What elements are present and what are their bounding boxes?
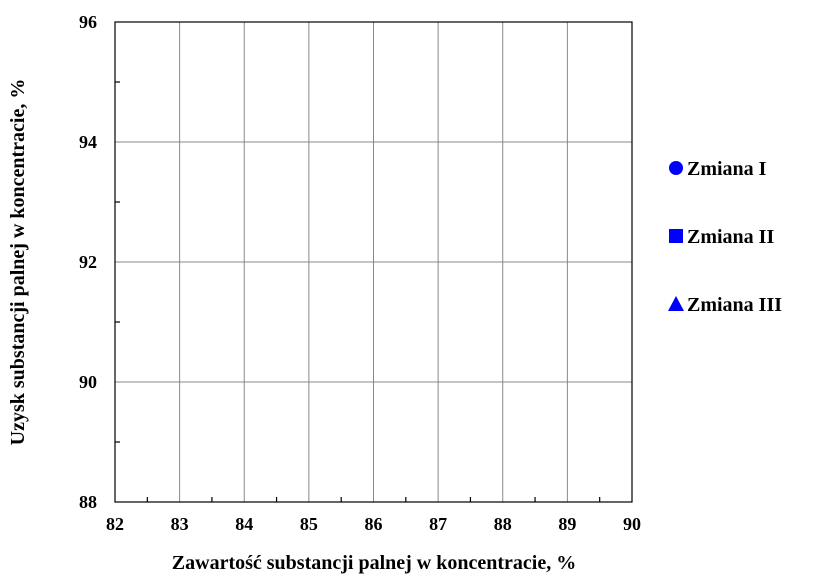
x-tick-label: 85: [300, 514, 318, 534]
y-tick-label: 92: [79, 252, 97, 272]
x-tick-label: 89: [558, 514, 576, 534]
x-tick-label: 87: [429, 514, 447, 534]
y-tick-label: 88: [79, 492, 97, 512]
y-tick-label: 96: [79, 12, 97, 32]
y-tick-label: 94: [79, 132, 97, 152]
minor-ticks: [115, 81, 601, 502]
x-tick-label: 84: [235, 514, 253, 534]
y-tick-label: 90: [79, 372, 97, 392]
legend-marker-triangle-icon: [668, 296, 684, 311]
x-tick-labels: 82 83 84 85 86 87 88 89 90: [106, 514, 641, 534]
x-axis-title: Zawartość substancji palnej w koncentrac…: [172, 552, 576, 574]
legend-marker-circle-icon: [669, 161, 683, 175]
x-tick-label: 90: [623, 514, 641, 534]
legend-marker-square-icon: [669, 229, 683, 243]
x-tick-label: 86: [365, 514, 383, 534]
plot-border: [114, 21, 633, 503]
x-tick-label: 88: [494, 514, 512, 534]
y-tick-labels: 88 90 92 94 96: [79, 12, 97, 512]
y-axis-title: Uzysk substancji palnej w koncentracie, …: [7, 79, 29, 446]
x-tick-label: 82: [106, 514, 124, 534]
grid: [115, 22, 632, 502]
x-tick-label: 83: [171, 514, 189, 534]
legend-label: Zmiana I: [687, 158, 767, 180]
legend-label: Zmiana II: [687, 226, 774, 248]
legend: Zmiana I Zmiana II Zmiana III: [668, 158, 782, 316]
legend-label: Zmiana III: [687, 294, 782, 316]
